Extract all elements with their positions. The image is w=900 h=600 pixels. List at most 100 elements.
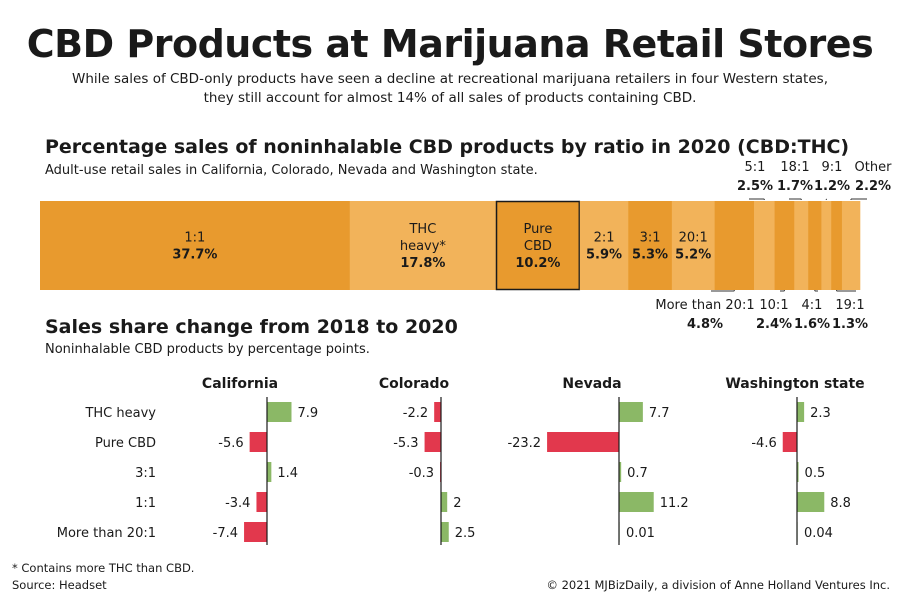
section1-subtitle: Adult-use retail sales in California, Co…: [45, 163, 538, 178]
segment-thc-heavy: [349, 201, 497, 290]
segment-19-1-value: 1.3%: [832, 317, 868, 332]
segment-more-than-20-1-value: 4.8%: [687, 317, 723, 332]
segment-10-1: [774, 201, 795, 290]
bar-nevada-thc-heavy: [619, 402, 643, 422]
bar-label-california-pure-cbd: -5.6: [218, 436, 243, 451]
bar-washington-state-pure-cbd: [782, 432, 797, 452]
segment-18-1-value: 1.7%: [777, 179, 813, 194]
bar-california-3-1: [267, 462, 272, 482]
panel-title-washington-state: Washington state: [725, 376, 864, 392]
segment-thc-heavy-label: heavy*: [400, 239, 447, 254]
segment-4-1: [808, 201, 822, 290]
panel-title-nevada: Nevada: [562, 376, 621, 392]
segment-1-1-value: 37.7%: [172, 248, 217, 263]
segment-19-1-label: 19:1: [835, 298, 864, 313]
segment-5-1-label: 5:1: [745, 160, 766, 175]
bar-colorado-more-than-20-1: [441, 522, 449, 542]
section2-subtitle: Noninhalable CBD products by percentage …: [45, 342, 370, 357]
bar-label-california-1-1: -3.4: [225, 496, 250, 511]
segment-20-1-value: 5.2%: [675, 248, 711, 263]
segment-9-1-value: 1.2%: [814, 179, 850, 194]
bar-label-california-more-than-20-1: -7.4: [213, 526, 238, 541]
segment-other-value: 2.2%: [855, 179, 891, 194]
segment-10-1-label: 10:1: [759, 298, 788, 313]
bar-nevada-pure-cbd: [547, 432, 619, 452]
main-title: CBD Products at Marijuana Retail Stores: [26, 22, 874, 66]
segment-2-1-value: 5.9%: [586, 248, 622, 263]
bar-washington-state-3-1: [797, 462, 799, 482]
segment-thc-heavy-value: 17.8%: [400, 256, 445, 271]
segment-2-1-label: 2:1: [594, 231, 615, 246]
copyright: © 2021 MJBizDaily, a division of Anne Ho…: [546, 578, 890, 592]
segment-10-1-value: 2.4%: [756, 317, 792, 332]
row-label-1-1: 1:1: [135, 496, 156, 511]
segment-pure-cbd: [496, 201, 581, 290]
segment-9-1: [821, 201, 832, 290]
segment-thc-heavy-label: THC: [408, 222, 436, 237]
segment-18-1: [794, 201, 809, 290]
segment-3-1-value: 5.3%: [632, 248, 668, 263]
bar-label-washington-state-3-1: 0.5: [805, 466, 826, 481]
bar-label-colorado-thc-heavy: -2.2: [403, 406, 428, 421]
bar-label-washington-state-thc-heavy: 2.3: [810, 406, 831, 421]
bar-nevada-1-1: [619, 492, 654, 512]
segment-more-than-20-1-label: More than 20:1: [655, 298, 754, 313]
segment-3-1: [628, 201, 673, 290]
segment-pure-cbd-label: Pure: [523, 222, 552, 237]
segment-more-than-20-1: [714, 201, 755, 290]
footnote: * Contains more THC than CBD.: [12, 561, 195, 575]
source-note: Source: Headset: [12, 578, 107, 592]
bar-colorado-thc-heavy: [434, 402, 441, 422]
bar-label-nevada-1-1: 11.2: [660, 496, 689, 511]
bar-washington-state-1-1: [797, 492, 825, 512]
bar-label-california-thc-heavy: 7.9: [297, 406, 318, 421]
bar-label-nevada-more-than-20-1: 0.01: [626, 526, 655, 541]
segment-1-1: [40, 201, 351, 290]
bar-california-1-1: [256, 492, 267, 512]
panel-title-colorado: Colorado: [379, 376, 450, 392]
segment-1-1-label: 1:1: [184, 231, 205, 246]
segment-18-1-label: 18:1: [780, 160, 809, 175]
segment-19-1: [831, 201, 843, 290]
bar-california-pure-cbd: [249, 432, 267, 452]
segment-20-1-label: 20:1: [679, 231, 708, 246]
segment-pure-cbd-value: 10.2%: [515, 256, 560, 271]
row-label-pure-cbd: Pure CBD: [95, 436, 156, 451]
bar-label-washington-state-1-1: 8.8: [830, 496, 851, 511]
segment-5-1-value: 2.5%: [737, 179, 773, 194]
bar-california-more-than-20-1: [244, 522, 267, 542]
segment-pure-cbd-label: CBD: [524, 239, 552, 254]
bar-label-colorado-1-1: 2: [453, 496, 461, 511]
bar-label-california-3-1: 1.4: [277, 466, 298, 481]
bar-colorado-pure-cbd: [424, 432, 441, 452]
segment-9-1-label: 9:1: [822, 160, 843, 175]
bar-label-washington-state-pure-cbd: -4.6: [751, 436, 776, 451]
segment-other: [841, 201, 861, 290]
segment-3-1-label: 3:1: [640, 231, 661, 246]
bar-label-colorado-pure-cbd: -5.3: [393, 436, 418, 451]
segment-20-1: [671, 201, 715, 290]
row-label-more-than-20-1: More than 20:1: [57, 526, 156, 541]
bar-label-nevada-thc-heavy: 7.7: [649, 406, 670, 421]
panel-title-california: California: [202, 376, 278, 392]
bar-label-nevada-pure-cbd: -23.2: [507, 436, 541, 451]
segment-4-1-label: 4:1: [802, 298, 823, 313]
bar-label-colorado-more-than-20-1: 2.5: [455, 526, 476, 541]
bar-nevada-3-1: [619, 462, 622, 482]
bar-california-thc-heavy: [267, 402, 292, 422]
segment-4-1-value: 1.6%: [794, 317, 830, 332]
bar-label-washington-state-more-than-20-1: 0.04: [804, 526, 833, 541]
segment-2-1: [579, 201, 629, 290]
segment-other-label: Other: [855, 160, 893, 175]
section2-title: Sales share change from 2018 to 2020: [45, 316, 458, 338]
row-label-thc-heavy: THC heavy: [84, 406, 156, 421]
main-subtitle: While sales of CBD-only products have se…: [72, 71, 828, 106]
bar-label-colorado-3-1: -0.3: [409, 466, 434, 481]
bar-colorado-1-1: [441, 492, 448, 512]
bar-label-nevada-3-1: 0.7: [627, 466, 648, 481]
segment-5-1: [754, 201, 775, 290]
row-label-3-1: 3:1: [135, 466, 156, 481]
bar-washington-state-thc-heavy: [797, 402, 805, 422]
